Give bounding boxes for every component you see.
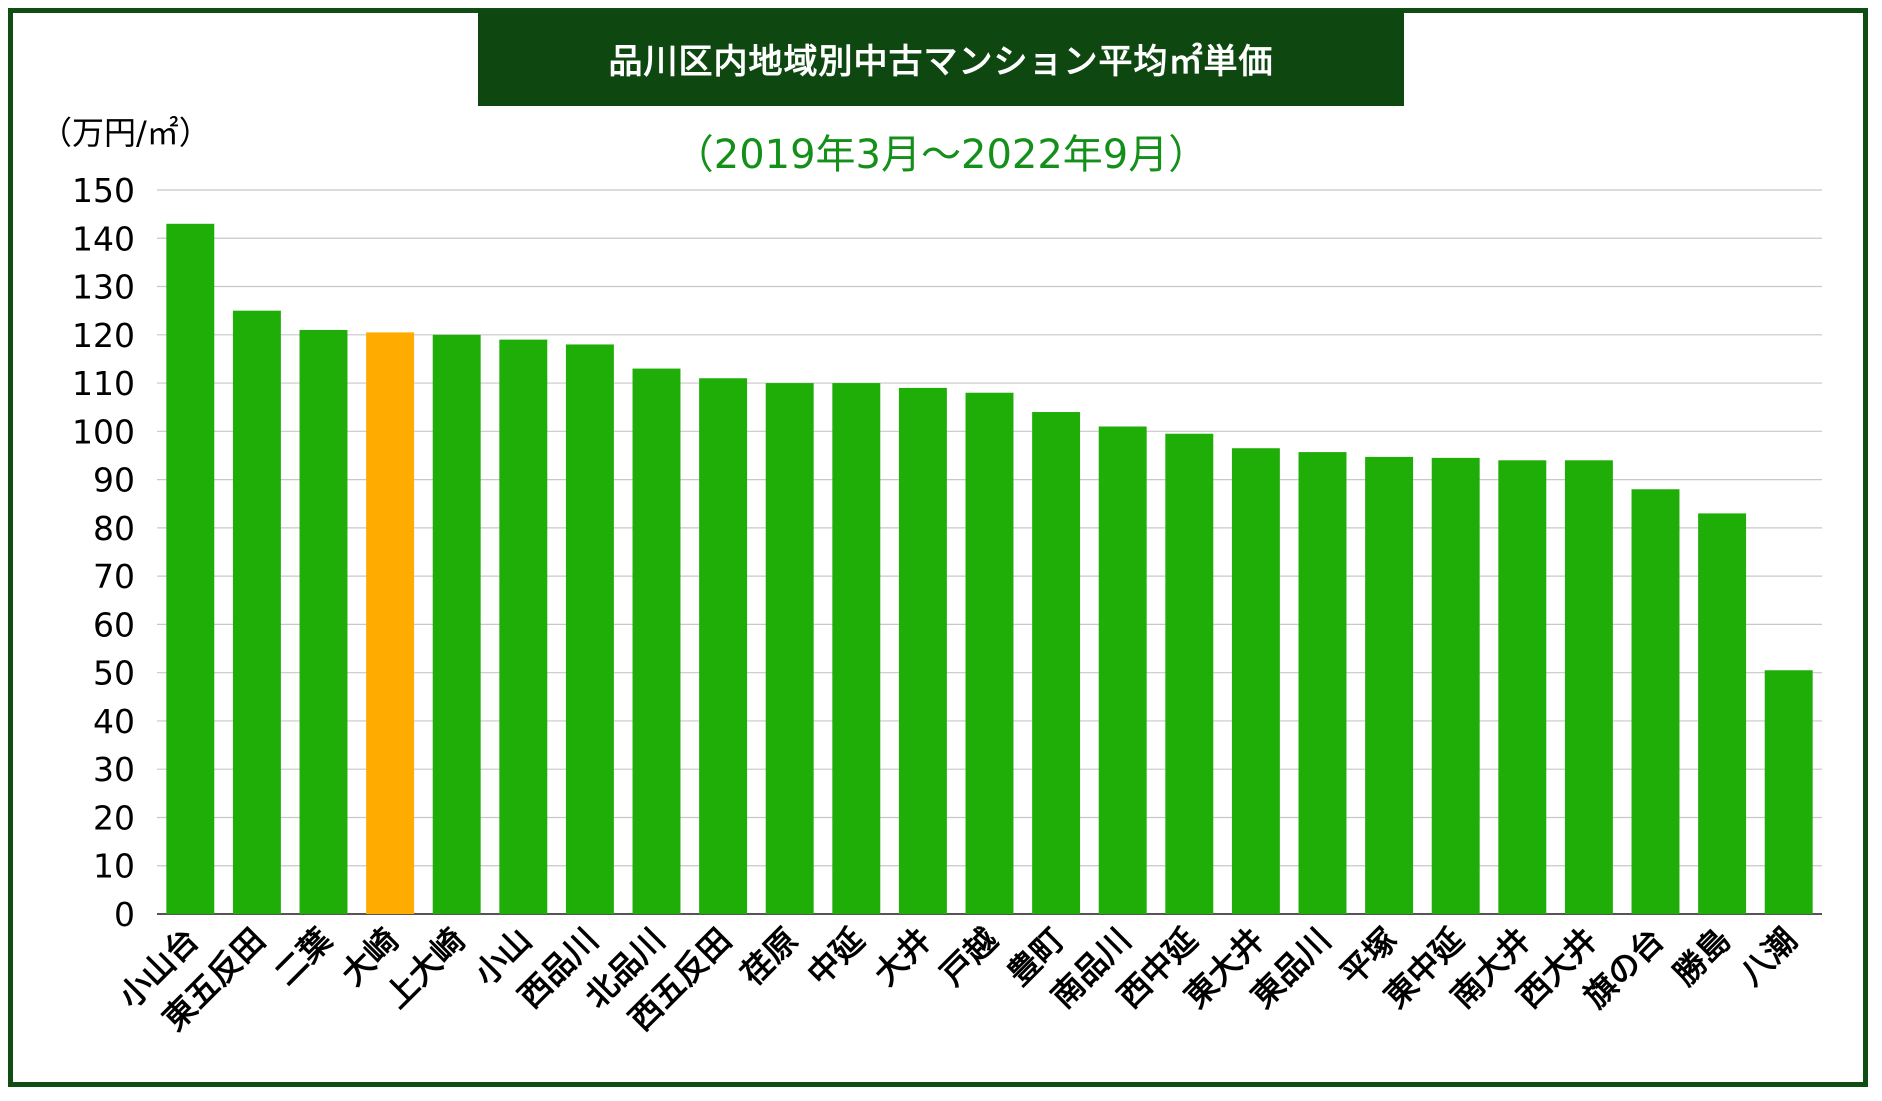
x-tick-label: 八潮: [1732, 921, 1804, 993]
y-tick-label: 130: [72, 268, 135, 307]
bar-9: [699, 378, 748, 914]
bar-21: [1498, 460, 1547, 914]
x-tick-label: 大井: [866, 921, 938, 993]
x-tick-label: 戸越: [933, 920, 1006, 993]
y-tick-label: 80: [93, 509, 135, 548]
bar-2: [232, 310, 281, 915]
y-tick-label: 100: [72, 412, 135, 451]
x-tick-label: 中延: [800, 920, 873, 993]
y-tick-label: 60: [93, 605, 135, 644]
bar-10: [765, 383, 814, 915]
bar-7: [565, 344, 614, 914]
bar-8: [632, 368, 681, 914]
bar-25: [1764, 670, 1813, 914]
bar-22: [1564, 460, 1613, 914]
chart-title: 品川区内地域別中古マンション平均㎡単価: [478, 10, 1404, 106]
y-axis-unit-label: （万円/㎡）: [40, 114, 211, 152]
x-tick-label: 二葉: [267, 920, 340, 993]
bar-16: [1165, 433, 1214, 914]
y-tick-label: 110: [72, 364, 135, 403]
bar-11: [832, 383, 881, 915]
y-tick-label: 70: [93, 557, 135, 596]
bar-14: [1032, 412, 1081, 914]
bar-6: [499, 339, 548, 914]
y-tick-label: 40: [93, 702, 135, 741]
bar-5: [432, 334, 481, 914]
bar-23: [1631, 489, 1680, 914]
chart-subtitle: （2019年3月〜2022年9月）: [673, 132, 1209, 178]
bar-20: [1431, 457, 1480, 914]
y-tick-label: 20: [93, 798, 135, 837]
bar-19: [1365, 456, 1414, 914]
bar-12: [898, 387, 947, 915]
bars: [166, 223, 1813, 915]
y-tick-label: 50: [93, 654, 135, 693]
bar-18: [1298, 452, 1347, 914]
y-tick-label: 0: [114, 895, 135, 934]
bar-3: [299, 329, 348, 914]
x-tick-label: 勝島: [1666, 921, 1738, 993]
x-tick-label: 荏原: [733, 921, 805, 993]
bar-24: [1698, 513, 1747, 914]
y-tick-label: 10: [93, 847, 135, 886]
y-tick-label: 140: [72, 219, 135, 258]
bar-1: [166, 223, 215, 914]
x-axis-ticks: 小山台東五反田二葉大崎上大崎小山西品川北品川西五反田荏原中延大井戸越豊町南品川西…: [111, 920, 1804, 1038]
bar-13: [965, 392, 1014, 915]
bar-17: [1231, 448, 1280, 914]
y-axis-ticks: 0 10 20 30 40 50 60 70 80 90 100 110 120 130 140 150: [72, 171, 135, 934]
bar-4: [366, 332, 415, 914]
y-tick-label: 120: [72, 316, 135, 355]
bar-15: [1098, 426, 1147, 914]
y-tick-label: 30: [93, 750, 135, 789]
y-tick-label: 150: [72, 171, 135, 210]
y-tick-label: 90: [93, 461, 135, 500]
